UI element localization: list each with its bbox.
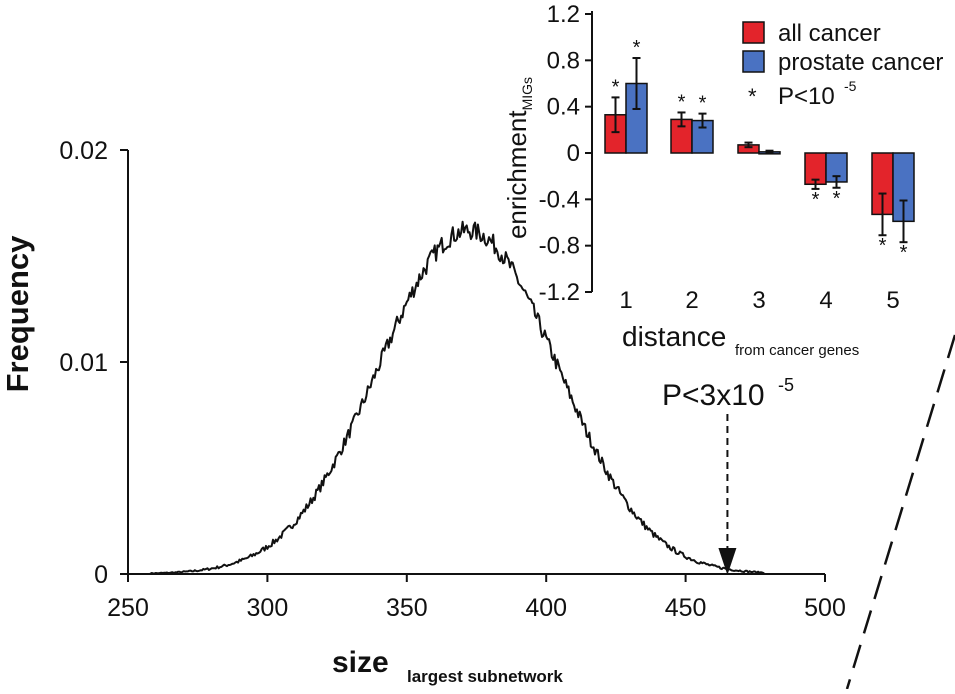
main-x-tick-label: 250 [107, 594, 149, 622]
legend-swatch-all-cancer [742, 21, 765, 44]
inset-y-axis-label-subscript: MIGs [519, 77, 535, 110]
inset-y-ticks: 1.2 0.8 0.4 0 -0.4 -0.8 -1.2 [539, 1, 592, 306]
legend-swatch-prostate-cancer [742, 50, 765, 73]
main-chart: 250 300 350 400 450 500 0 0.01 0.02 Frequency s… [0, 137, 846, 686]
main-x-axis-label-subscript: largest subnetwork [407, 667, 563, 686]
legend-p-value: P<10 [778, 83, 835, 110]
main-x-ticks: 250 300 350 400 450 500 [107, 574, 846, 622]
inset-x-axis-label: distance [622, 321, 726, 352]
main-y-ticks: 0 0.01 0.02 [59, 137, 128, 589]
main-x-tick-label: 450 [665, 594, 707, 622]
legend-star-symbol: * [748, 84, 757, 109]
main-x-tick-label: 300 [247, 594, 289, 622]
significance-star: * [833, 188, 841, 210]
annotation-text: P<3x10 [662, 379, 765, 412]
significance-star: * [812, 189, 820, 211]
inset-y-axis-label: enrichmentMIGs [502, 77, 535, 239]
main-x-tick-label: 500 [804, 594, 846, 622]
inset-x-tick-label: 3 [752, 287, 765, 314]
annotation-arrowhead [718, 548, 737, 575]
inset-y-tick-label: -1.2 [539, 279, 580, 306]
legend-label-prostate-cancer: prostate cancer [778, 49, 943, 76]
inset-x-tick-labels: 1 2 3 4 5 [619, 287, 899, 314]
inset-y-tick-label: -0.4 [539, 186, 580, 213]
inset-y-tick-label: 0 [567, 140, 580, 167]
inset-bars: * * * * * * * * [604, 37, 915, 264]
inset-x-tick-label: 1 [619, 287, 632, 314]
distribution-curve [149, 220, 765, 575]
significance-star: * [699, 93, 707, 115]
inset-y-tick-label: -0.8 [539, 233, 580, 260]
inset-legend: all cancer prostate cancer * P<10 -5 [742, 20, 943, 110]
annotation-superscript: -5 [778, 375, 794, 395]
main-x-tick-label: 350 [386, 594, 428, 622]
significance-star: * [633, 37, 641, 59]
inset-x-tick-label: 2 [685, 287, 698, 314]
inset-x-tick-label: 5 [886, 287, 899, 314]
significance-star: * [678, 91, 686, 113]
inset-y-tick-label: 1.2 [547, 1, 580, 28]
inset-x-tick-label: 4 [819, 287, 832, 314]
main-x-axis-label: size [332, 646, 389, 679]
inset-x-axis-label-subscript: from cancer genes [735, 342, 859, 359]
main-y-tick-label: 0 [94, 561, 108, 589]
inset-y-tick-label: 0.4 [547, 94, 580, 121]
significance-star: * [612, 76, 620, 98]
main-y-axis-label: Frequency [0, 235, 35, 393]
dashed-guide-line [845, 334, 955, 690]
p-value-annotation: P<3x10 -5 [662, 375, 794, 575]
inset-y-axis-label-main: enrichment [502, 110, 532, 239]
inset-bar-chart: 1.2 0.8 0.4 0 -0.4 -0.8 -1.2 * * * * * * * * 1 2 3 4 5 en… [502, 1, 943, 359]
main-x-tick-label: 400 [525, 594, 567, 622]
main-y-tick-label: 0.02 [59, 137, 108, 165]
inset-y-tick-label: 0.8 [547, 47, 580, 74]
legend-label-all-cancer: all cancer [778, 20, 881, 47]
significance-star: * [879, 235, 887, 257]
legend-p-value-superscript: -5 [844, 78, 857, 94]
significance-star: * [900, 242, 908, 264]
main-y-tick-label: 0.01 [59, 349, 108, 377]
